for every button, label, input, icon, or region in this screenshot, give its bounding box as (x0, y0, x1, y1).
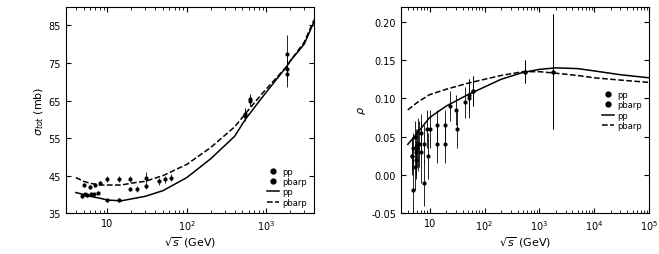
Legend: pp, pbarp, pp, pbarp: pp, pbarp, pp, pbarp (600, 88, 645, 133)
X-axis label: $\sqrt{s}$ (GeV): $\sqrt{s}$ (GeV) (499, 235, 551, 249)
Y-axis label: $\sigma_{tot}$ (mb): $\sigma_{tot}$ (mb) (32, 86, 45, 135)
Y-axis label: $\rho$: $\rho$ (357, 106, 368, 115)
Legend: pp, pbarp, pp, pbarp: pp, pbarp, pp, pbarp (264, 165, 310, 209)
X-axis label: $\sqrt{s}$ (GeV): $\sqrt{s}$ (GeV) (164, 235, 216, 249)
